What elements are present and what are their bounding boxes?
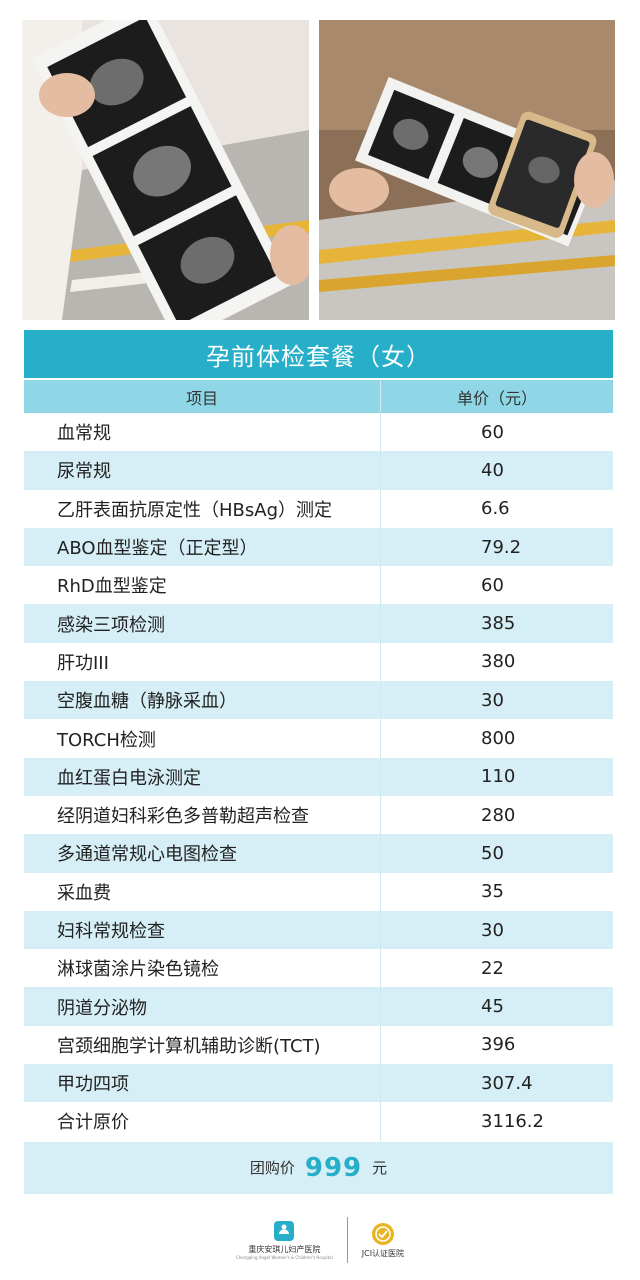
row-item: 尿常规 (24, 451, 381, 490)
hospital-english-name: Chongqing Angel Women's & Children's Hos… (235, 1255, 333, 1260)
jci-seal-icon (371, 1222, 394, 1245)
table-row: 空腹血糖（静脉采血） 30 (24, 681, 613, 720)
table-row: 宫颈细胞学计算机辅助诊断(TCT) 396 (24, 1025, 613, 1065)
table-row: 尿常规 40 (24, 451, 613, 490)
table-row: 甲功四项 307.4 (24, 1064, 613, 1103)
table-row: 淋球菌涂片染色镜检 22 (24, 949, 613, 988)
hospital-name: 重庆安琪儿妇产医院 (248, 1245, 321, 1254)
photo-banner (22, 20, 620, 320)
row-price: 396 (481, 1034, 516, 1056)
row-price: 30 (481, 689, 504, 711)
table-row: 合计原价 3116.2 (24, 1102, 613, 1141)
row-price: 30 (481, 919, 504, 941)
jci-logo: JCI认证医院 (362, 1222, 404, 1259)
group-price-unit: 元 (372, 1159, 388, 1178)
table-body: 血常规 60 尿常规 40 乙肝表面抗原定性（HBsAg）测定 6.6 ABO血型鉴定（正定… (24, 413, 613, 1141)
row-price: 40 (481, 459, 504, 481)
logo-divider (346, 1217, 348, 1263)
table-row: ABO血型鉴定（正定型） 79.2 (24, 527, 613, 567)
row-price: 79.2 (481, 536, 522, 558)
row-item: 甲功四项 (24, 1064, 381, 1103)
row-price: 60 (481, 574, 504, 596)
table-row: 采血费 35 (24, 872, 613, 911)
row-price: 110 (481, 766, 516, 788)
row-item: 血常规 (24, 413, 381, 452)
group-price-label: 团购价 (249, 1159, 295, 1178)
row-item: 经阴道妇科彩色多普勒超声检查 (24, 795, 381, 835)
package-table: 孕前体检套餐（女） 项目 单价（元） 血常规 60 尿常规 40 乙肝表面抗原定性（HB… (24, 330, 613, 1194)
row-item: 血红蛋白电泳测定 (24, 757, 381, 796)
footer-logos: 重庆安琪儿妇产医院 Chongqing Angel Women's & Chil… (0, 1210, 640, 1270)
table-row: 多通道常规心电图检查 50 (24, 834, 613, 873)
row-price: 3116.2 (481, 1110, 544, 1132)
hospital-logo: 重庆安琪儿妇产医院 Chongqing Angel Women's & Chil… (236, 1220, 333, 1260)
row-price: 380 (481, 651, 516, 673)
row-item: 妇科常规检查 (24, 910, 381, 950)
table-row: 乙肝表面抗原定性（HBsAg）测定 6.6 (24, 489, 613, 528)
row-item: 宫颈细胞学计算机辅助诊断(TCT) (24, 1025, 381, 1065)
row-price: 60 (481, 421, 504, 443)
header-item: 项目 (24, 380, 381, 413)
row-price: 307.4 (481, 1072, 533, 1094)
photo-ultrasound-and-phone (319, 20, 615, 320)
table-row: 血红蛋白电泳测定 110 (24, 757, 613, 796)
table-row: TORCH检测 800 (24, 719, 613, 758)
table-row: 肝功III 380 (24, 642, 613, 682)
row-item: ABO血型鉴定（正定型） (24, 527, 381, 567)
row-price: 22 (481, 957, 504, 979)
row-price: 800 (481, 728, 516, 750)
table-header: 项目 单价（元） (24, 378, 613, 413)
header-price: 单价（元） (456, 388, 537, 408)
table-row: 血常规 60 (24, 413, 613, 452)
row-item: 阴道分泌物 (24, 987, 381, 1026)
row-item: TORCH检测 (24, 719, 381, 758)
row-price: 280 (481, 804, 516, 826)
table-row: 阴道分泌物 45 (24, 987, 613, 1026)
row-item: 合计原价 (24, 1102, 381, 1141)
row-item: 多通道常规心电图检查 (24, 834, 381, 873)
table-row: 妇科常规检查 30 (24, 910, 613, 950)
row-price: 385 (481, 613, 516, 635)
table-row: 经阴道妇科彩色多普勒超声检查 280 (24, 795, 613, 835)
jci-name: JCI认证医院 (361, 1248, 405, 1258)
row-price: 45 (481, 996, 504, 1018)
photo-ultrasound-strip-held (22, 20, 309, 320)
group-price-bar: 团购价 999 元 (24, 1141, 613, 1194)
row-item: 空腹血糖（静脉采血） (24, 681, 381, 720)
row-item: 乙肝表面抗原定性（HBsAg）测定 (24, 489, 381, 528)
row-item: 采血费 (24, 872, 381, 911)
row-price: 6.6 (481, 498, 510, 520)
table-title: 孕前体检套餐（女） (24, 330, 613, 378)
row-item: RhD血型鉴定 (24, 566, 381, 605)
group-price-value: 999 (304, 1152, 363, 1183)
row-item: 淋球菌涂片染色镜检 (24, 949, 381, 988)
row-item: 肝功III (24, 642, 381, 682)
angel-hospital-icon (274, 1221, 295, 1241)
row-item: 感染三项检测 (24, 604, 381, 643)
row-price: 50 (481, 842, 504, 864)
row-price: 35 (481, 881, 504, 903)
table-row: 感染三项检测 385 (24, 604, 613, 643)
table-row: RhD血型鉴定 60 (24, 566, 613, 605)
